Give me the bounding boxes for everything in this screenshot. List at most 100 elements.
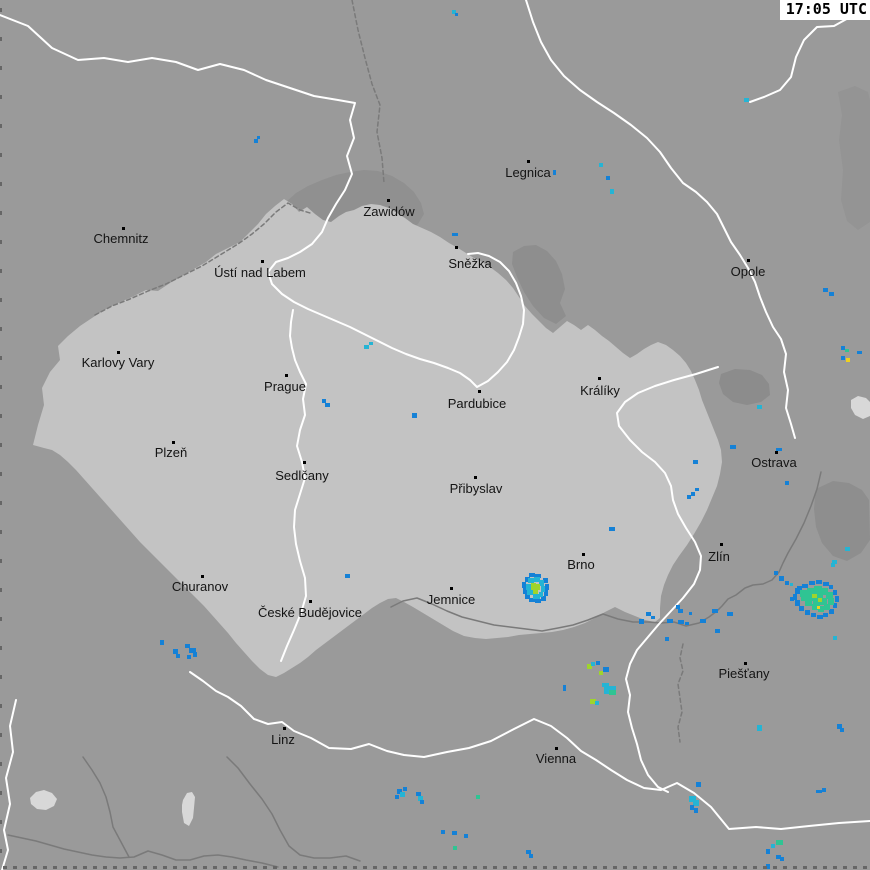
radar-cell-rain-cyan bbox=[610, 189, 614, 194]
radar-cell-rain-teal-green bbox=[813, 600, 820, 606]
edge-tick bbox=[43, 866, 47, 869]
edge-tick bbox=[493, 866, 497, 869]
radar-cell-rain-teal-green bbox=[821, 588, 828, 595]
radar-cell-rain-light-blue bbox=[678, 609, 683, 613]
edge-tick bbox=[3, 866, 7, 869]
border-line bbox=[351, 0, 385, 184]
edge-tick bbox=[443, 866, 447, 869]
edge-tick bbox=[273, 866, 277, 869]
city-dot bbox=[303, 461, 306, 464]
edge-tick bbox=[0, 675, 2, 679]
edge-tick bbox=[763, 866, 767, 869]
radar-cell-rain-light-blue bbox=[811, 613, 816, 617]
city-dot bbox=[387, 199, 390, 202]
radar-cell-rain-cyan bbox=[757, 405, 762, 409]
radar-cell-rain-light-blue bbox=[606, 176, 610, 180]
edge-tick bbox=[473, 866, 477, 869]
radar-cell-rain-light-blue bbox=[694, 808, 698, 813]
edge-tick bbox=[393, 866, 397, 869]
lake bbox=[30, 790, 57, 810]
edge-tick bbox=[223, 866, 227, 869]
radar-cell-rain-light-blue bbox=[452, 831, 457, 835]
radar-cell-rain-light-blue bbox=[544, 590, 548, 596]
radar-cell-rain-light-blue bbox=[829, 609, 834, 614]
edge-tick bbox=[803, 866, 807, 869]
radar-cell-rain-light-blue bbox=[257, 136, 260, 139]
radar-cell-rain-light-blue bbox=[541, 596, 546, 601]
radar-cell-rain-light-blue bbox=[609, 527, 615, 531]
edge-tick bbox=[0, 385, 2, 389]
edge-tick bbox=[0, 791, 2, 795]
river-line bbox=[525, 0, 796, 439]
edge-tick bbox=[283, 866, 287, 869]
edge-tick bbox=[663, 866, 667, 869]
radar-cell-rain-light-blue bbox=[817, 615, 823, 619]
river-line bbox=[280, 309, 307, 662]
edge-tick bbox=[0, 298, 2, 302]
radar-cell-rain-cyan bbox=[771, 844, 775, 848]
radar-cell-rain-light-blue bbox=[689, 612, 692, 615]
radar-cell-rain-cyan bbox=[744, 98, 749, 102]
radar-cell-rain-light-blue bbox=[693, 460, 698, 464]
edge-tick bbox=[413, 866, 417, 869]
river-line bbox=[0, 14, 525, 388]
edge-tick bbox=[543, 866, 547, 869]
city-dot bbox=[555, 747, 558, 750]
edge-tick bbox=[0, 240, 2, 244]
radar-cell-rain-yellow-green bbox=[536, 584, 540, 590]
edge-tick bbox=[0, 472, 2, 476]
radar-cell-rain-cyan bbox=[845, 547, 850, 551]
border-line bbox=[82, 756, 130, 858]
edge-tick bbox=[133, 866, 137, 869]
radar-cell-rain-light-blue bbox=[395, 795, 399, 799]
radar-cell-rain-light-blue bbox=[525, 577, 530, 582]
radar-cell-rain-light-blue bbox=[766, 849, 770, 854]
edge-tick bbox=[523, 866, 527, 869]
radar-cell-rain-light-blue bbox=[416, 792, 421, 796]
city-label: Legnica bbox=[505, 165, 551, 180]
radar-cell-rain-light-blue bbox=[785, 581, 789, 585]
radar-cell-rain-light-blue bbox=[525, 594, 530, 599]
edge-tick bbox=[583, 866, 587, 869]
city-dot bbox=[450, 587, 453, 590]
radar-cell-rain-cyan bbox=[527, 590, 533, 595]
edge-tick bbox=[813, 866, 817, 869]
edge-tick bbox=[0, 443, 2, 447]
radar-cell-rain-light-blue bbox=[730, 445, 736, 449]
radar-cell-rain-light-blue bbox=[695, 488, 699, 491]
edge-tick bbox=[383, 866, 387, 869]
edge-tick bbox=[293, 866, 297, 869]
edge-tick bbox=[823, 866, 827, 869]
radar-cell-rain-yellow-green bbox=[599, 671, 603, 675]
edge-tick bbox=[843, 866, 847, 869]
edge-tick bbox=[683, 866, 687, 869]
radar-cell-rain-light-blue bbox=[535, 574, 541, 578]
city-label: České Budějovice bbox=[258, 605, 362, 620]
radar-cell-rain-teal-green bbox=[815, 593, 823, 600]
border-line bbox=[226, 756, 361, 862]
radar-cell-rain-cyan bbox=[452, 10, 456, 14]
radar-cell-rain-light-blue bbox=[639, 619, 644, 624]
edge-tick bbox=[173, 866, 177, 869]
city-label: Linz bbox=[271, 732, 295, 747]
edge-tick bbox=[0, 530, 2, 534]
radar-cell-rain-light-blue bbox=[797, 586, 802, 590]
border-line bbox=[94, 202, 311, 316]
edge-tick bbox=[183, 866, 187, 869]
edge-tick bbox=[0, 617, 2, 621]
radar-cell-rain-teal-green bbox=[812, 604, 819, 610]
radar-cell-rain-light-blue bbox=[776, 855, 781, 859]
edge-tick bbox=[743, 866, 747, 869]
border-line bbox=[390, 471, 822, 632]
radar-cell-rain-light-blue bbox=[715, 629, 720, 633]
lake bbox=[851, 396, 870, 419]
radar-cell-rain-cyan bbox=[526, 584, 531, 590]
radar-cell-rain-light-blue bbox=[254, 139, 258, 143]
radar-cell-rain-light-blue bbox=[833, 603, 837, 608]
river-line bbox=[749, 3, 870, 103]
river-line bbox=[616, 366, 719, 793]
radar-cell-rain-light-blue bbox=[412, 413, 417, 418]
city-label: Ostrava bbox=[751, 455, 797, 470]
radar-cell-rain-light-blue bbox=[727, 612, 733, 616]
